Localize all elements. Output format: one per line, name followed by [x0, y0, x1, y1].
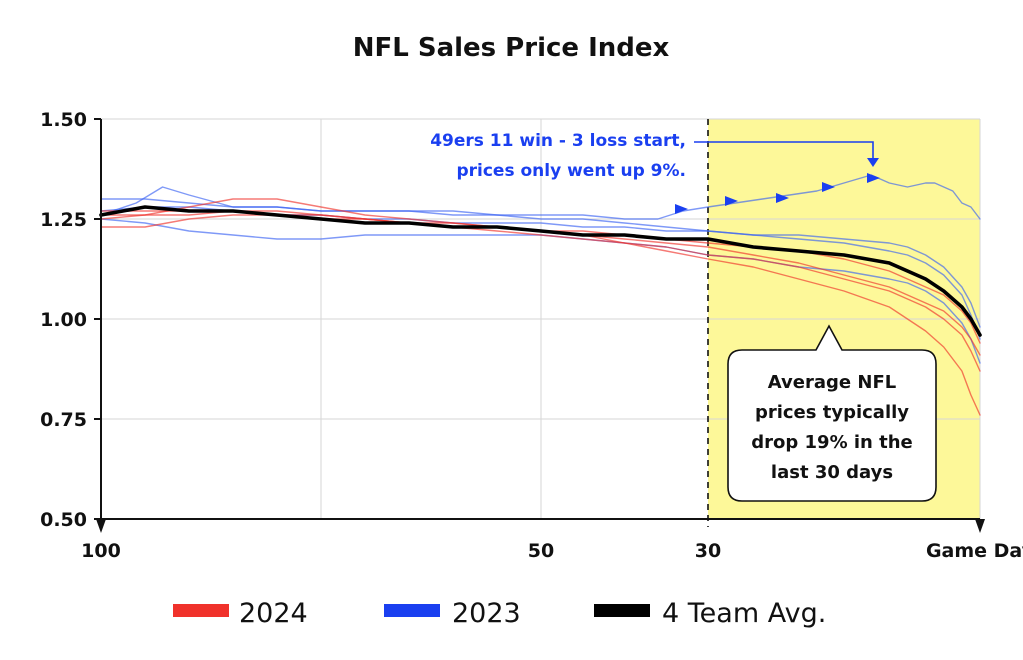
- legend-label-2024: 2024: [239, 598, 308, 629]
- annotation-49ers: 49ers 11 win - 3 loss start, prices only…: [430, 131, 879, 181]
- axes: [94, 118, 985, 533]
- legend-swatch-avg: [594, 604, 650, 617]
- trend-arrow-marker-3: [822, 182, 835, 192]
- annotation-49ers-line1: 49ers 11 win - 3 loss start,: [430, 131, 686, 151]
- x-tick-label-1: 50: [528, 540, 554, 562]
- x-axis-end-marker-left: [96, 519, 106, 533]
- y-tick-label-4: 0.50: [40, 509, 87, 531]
- annotation-average-line3: drop 19% in the: [751, 432, 913, 453]
- annotation-average-line1: Average NFL: [768, 372, 896, 393]
- tick-labels: 1.50 1.25 1.00 0.75 0.50 100 50 30 Game Day: [40, 109, 1023, 562]
- y-tick-label-3: 0.75: [40, 409, 87, 431]
- annotation-49ers-line2: prices only went up 9%.: [456, 161, 686, 181]
- y-tick-label-0: 1.50: [40, 109, 87, 131]
- y-tick-label-2: 1.00: [40, 309, 87, 331]
- annotation-average-line2: prices typically: [755, 402, 909, 423]
- annotation-49ers-leader: [694, 141, 874, 160]
- x-axis-end-marker-right: [975, 519, 985, 533]
- trend-arrow-marker-0: [675, 204, 688, 214]
- legend-swatch-2023: [384, 604, 440, 617]
- legend-swatch-2024: [173, 604, 229, 617]
- legend-label-2023: 2023: [452, 598, 521, 629]
- annotation-average-bubble: [727, 324, 937, 502]
- annotation-49ers-arrowhead: [867, 158, 879, 167]
- x-tick-label-2: 30: [695, 540, 721, 562]
- series-line-4-team-avg--8: [99, 205, 982, 337]
- x-tick-label-0: 100: [81, 540, 121, 562]
- series-line-2023-3: [100, 174, 981, 220]
- annotation-average: Average NFL prices typically drop 19% in…: [727, 324, 937, 502]
- x-tick-label-3: Game Day: [926, 540, 1023, 562]
- series-lines: [99, 173, 982, 416]
- legend-label-avg: 4 Team Avg.: [662, 598, 826, 629]
- legend: 2024 2023 4 Team Avg.: [173, 598, 826, 629]
- trend-arrow-marker-1: [725, 196, 738, 206]
- annotation-average-line4: last 30 days: [771, 462, 893, 483]
- chart-title: NFL Sales Price Index: [353, 33, 670, 63]
- trend-arrow-marker-2: [776, 193, 789, 203]
- trend-arrow-marker-4: [867, 173, 880, 183]
- y-tick-label-1: 1.25: [40, 209, 87, 231]
